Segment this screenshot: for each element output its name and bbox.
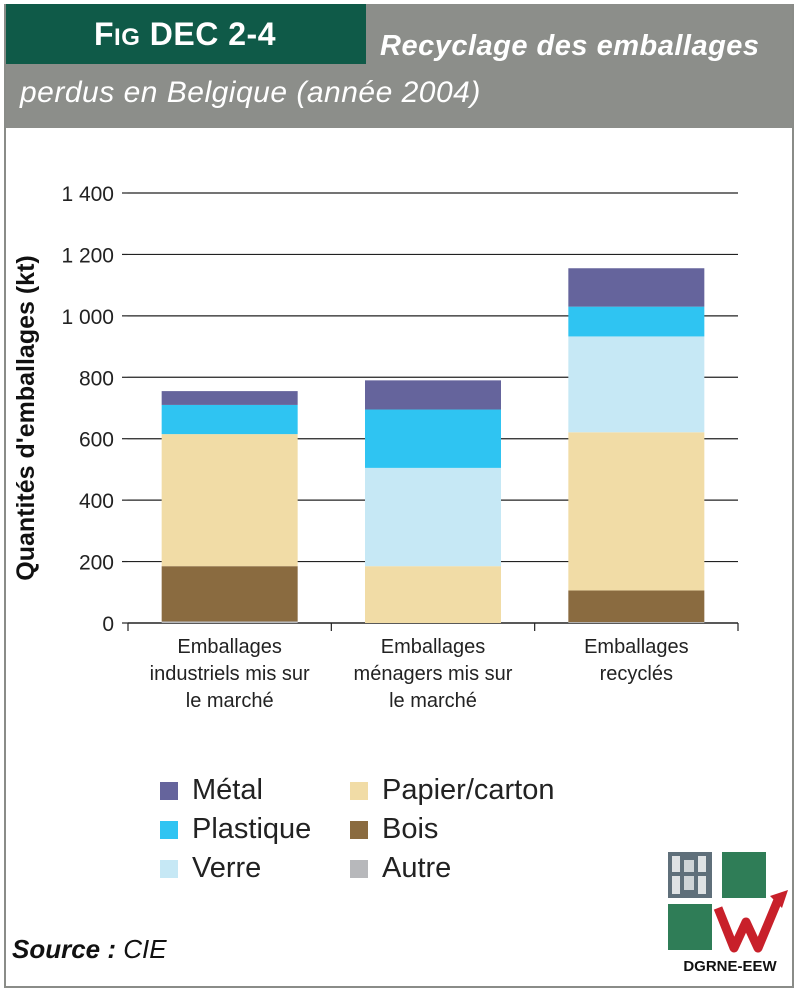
source-value: CIE [123, 934, 167, 964]
x-category-label-line: Emballages [381, 636, 486, 658]
legend-swatch [350, 859, 368, 878]
bar-segment [161, 434, 298, 567]
y-tick-label: 400 [79, 490, 114, 513]
y-tick-label: 200 [79, 552, 114, 575]
dgrne-logo: DGRNE-EEW [668, 852, 792, 980]
legend-label: Verre [192, 852, 262, 884]
chart-title-line-1: Recyclage des emballages [380, 30, 760, 62]
legend-item: Verre [160, 852, 261, 885]
bar-segment [161, 621, 298, 623]
bar-segment [568, 590, 705, 623]
y-tick-label: 1 400 [61, 183, 114, 206]
figure-label-initial: F [94, 15, 115, 52]
legend-swatch [160, 820, 178, 839]
x-category-label: Emballages ménagers mis sur le marché [354, 636, 513, 712]
legend-item: Bois [350, 813, 438, 846]
bar-segment [568, 622, 705, 623]
bar-segment [568, 432, 705, 591]
x-category-label-line: ménagers mis sur [354, 663, 513, 685]
bar-segment [365, 566, 501, 623]
chart-title-line-2: perdus en Belgique (année 2004) [20, 76, 481, 109]
bar-segment [365, 467, 501, 567]
logo-square-top-right [722, 852, 766, 898]
legend-swatch [350, 820, 368, 839]
source-note: Source : CIE [12, 934, 167, 965]
logo-square-bottom-left [668, 904, 712, 950]
w-arrow-logo-icon [713, 890, 788, 953]
bar-segment [365, 380, 501, 410]
x-category-label-line: Emballages [177, 636, 282, 658]
figure-label-smallcaps: IG [114, 23, 141, 51]
legend-item: Autre [350, 852, 451, 885]
bar-segment [161, 391, 298, 405]
legend-label: Métal [192, 774, 263, 806]
y-tick-label: 0 [102, 613, 114, 636]
legend-label: Plastique [192, 813, 312, 845]
legend-swatch [160, 781, 178, 800]
bar-segment [568, 268, 705, 307]
institution-emblem-icon [668, 852, 712, 898]
x-category-label-line: Emballages [584, 636, 689, 658]
figure-label: FIG DEC 2-4 [94, 16, 276, 53]
bar-segment [365, 409, 501, 468]
y-tick-label: 1 200 [61, 244, 114, 267]
x-category-label: Emballages industriels mis sur le marché [150, 636, 310, 712]
legend-label: Autre [382, 852, 452, 884]
figure-number-box: FIG DEC 2-4 [4, 4, 366, 64]
y-tick-label: 800 [79, 367, 114, 390]
x-category-label: Emballages recyclés [584, 636, 689, 685]
legend-item: Métal [160, 774, 263, 807]
y-tick-label: 1 000 [61, 306, 114, 329]
x-category-label-line: recyclés [600, 663, 673, 685]
bar-segment [161, 566, 298, 622]
y-tick-label: 600 [79, 429, 114, 452]
y-axis-label: Quantités d'emballages (kt) [12, 255, 40, 580]
figure-frame [4, 4, 794, 988]
source-label: Source : [12, 934, 117, 964]
x-category-label-line: le marché [389, 690, 477, 712]
legend-item: Plastique [160, 813, 311, 846]
x-category-label-line: le marché [186, 690, 274, 712]
x-category-label-line: industriels mis sur [150, 663, 310, 685]
figure-label-number: DEC 2-4 [140, 15, 276, 52]
stacked-bar-chart: 0 200 400 600 800 1 000 1 200 1 400 Emballages in… [12, 183, 739, 712]
legend-item: Papier/carton [350, 774, 555, 807]
legend-swatch [350, 781, 368, 800]
bar-segment [568, 336, 705, 433]
bar-segment [161, 404, 298, 435]
legend-label: Papier/carton [382, 774, 555, 806]
logo-text: DGRNE-EEW [683, 958, 777, 975]
legend-label: Bois [382, 813, 439, 845]
bar-segment [568, 306, 705, 337]
legend-swatch [160, 859, 178, 878]
